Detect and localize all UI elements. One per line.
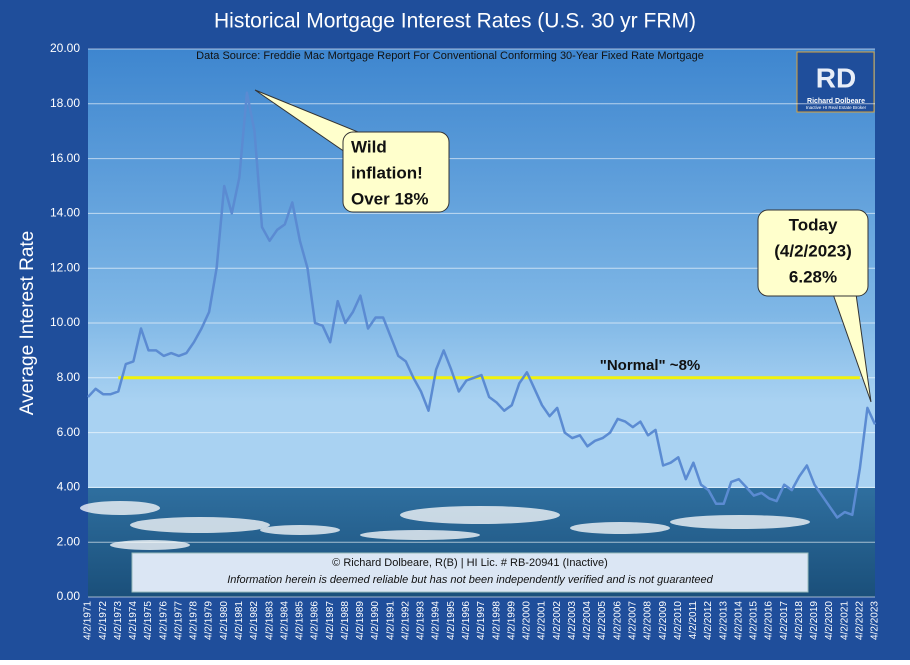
x-tick-label: 4/2/1993 bbox=[416, 601, 427, 640]
x-tick-label: 4/2/2005 bbox=[597, 601, 608, 640]
logo-box bbox=[796, 51, 875, 113]
x-tick-label: 4/2/1972 bbox=[98, 601, 109, 640]
x-tick-label: 4/2/2010 bbox=[673, 601, 684, 640]
y-tick-label: 8.00 bbox=[57, 370, 81, 384]
x-tick-label: 4/2/1991 bbox=[385, 601, 396, 640]
x-tick-label: 4/2/1978 bbox=[189, 601, 200, 640]
x-tick-label: 4/2/2003 bbox=[567, 601, 578, 640]
callout-text: (4/2/2023) bbox=[774, 241, 852, 260]
x-tick-label: 4/2/2007 bbox=[627, 601, 638, 640]
x-tick-label: 4/2/1997 bbox=[476, 601, 487, 640]
data-line bbox=[87, 91, 877, 519]
x-tick-label: 4/2/2022 bbox=[855, 601, 866, 640]
x-tick-label: 4/2/1994 bbox=[431, 601, 442, 640]
x-tick-label: 4/2/1995 bbox=[446, 601, 457, 640]
callout-text: Wild bbox=[351, 137, 387, 156]
x-tick-label: 4/2/2020 bbox=[824, 601, 835, 640]
x-tick-label: 4/2/1988 bbox=[340, 601, 351, 640]
logo-initials: RD bbox=[816, 62, 856, 93]
y-tick-label: 20.00 bbox=[50, 41, 80, 55]
x-tick-label: 4/2/1975 bbox=[143, 601, 154, 640]
subtitle: Data Source: Freddie Mac Mortgage Report… bbox=[196, 50, 704, 62]
x-tick-label: 4/2/1992 bbox=[400, 601, 411, 640]
x-tick-label: 4/2/1984 bbox=[279, 601, 290, 640]
y-tick-label: 0.00 bbox=[57, 589, 81, 603]
reference-label: "Normal" ~8% bbox=[600, 357, 701, 374]
x-tick-label: 4/2/2006 bbox=[612, 601, 623, 640]
x-tick-label: 4/2/2011 bbox=[688, 601, 699, 640]
x-tick-label: 4/2/2019 bbox=[809, 601, 820, 640]
x-tick-label: 4/2/1990 bbox=[370, 601, 381, 640]
x-tick-label: 4/2/1977 bbox=[173, 601, 184, 640]
x-tick-label: 4/2/2001 bbox=[537, 601, 548, 640]
footer-text: © Richard Dolbeare, R(B) | HI Lic. # RB-… bbox=[332, 557, 608, 569]
x-tick-label: 4/2/1985 bbox=[295, 601, 306, 640]
y-tick-label: 10.00 bbox=[50, 315, 80, 329]
callout-text: inflation! bbox=[351, 163, 423, 182]
x-tick-label: 4/2/2004 bbox=[582, 601, 593, 640]
x-tick-label: 4/2/1979 bbox=[204, 601, 215, 640]
x-tick-label: 4/2/2017 bbox=[779, 601, 790, 640]
x-tick-label: 4/2/1998 bbox=[491, 601, 502, 640]
waves bbox=[80, 501, 810, 550]
footer-text: Information herein is deemed reliable bu… bbox=[227, 574, 713, 586]
x-tick-label: 4/2/2009 bbox=[658, 601, 669, 640]
y-tick-label: 18.00 bbox=[50, 96, 80, 110]
x-tick-label: 4/2/1987 bbox=[325, 601, 336, 640]
logo-tagline: Inactive HI Real Estate Broker bbox=[806, 105, 867, 110]
x-tick-label: 4/2/1982 bbox=[249, 601, 260, 640]
chart-title: Historical Mortgage Interest Rates (U.S.… bbox=[214, 10, 696, 33]
callout-box bbox=[757, 209, 869, 297]
x-tick-label: 4/2/2000 bbox=[522, 601, 533, 640]
x-tick-label: 4/2/1996 bbox=[461, 601, 472, 640]
x-tick-label: 4/2/2018 bbox=[794, 601, 805, 640]
x-tick-label: 4/2/1976 bbox=[158, 601, 169, 640]
y-tick-label: 12.00 bbox=[50, 260, 80, 274]
x-tick-label: 4/2/2008 bbox=[643, 601, 654, 640]
x-tick-label: 4/2/1983 bbox=[264, 601, 275, 640]
y-tick-label: 16.00 bbox=[50, 151, 80, 165]
footer-box bbox=[131, 552, 809, 593]
x-tick-label: 4/2/2013 bbox=[718, 601, 729, 640]
y-tick-label: 2.00 bbox=[57, 534, 81, 548]
plot-sky bbox=[88, 49, 875, 490]
x-tick-label: 4/2/1981 bbox=[234, 601, 245, 640]
logo-name: Richard Dolbeare bbox=[807, 98, 865, 105]
logo: RD Richard Dolbeare Inactive HI Real Est… bbox=[796, 51, 875, 113]
x-tick-label: 4/2/1989 bbox=[355, 601, 366, 640]
callout-text: 6.28% bbox=[789, 267, 837, 286]
x-tick-label: 4/2/2014 bbox=[733, 601, 744, 640]
y-tick-label: 6.00 bbox=[57, 425, 81, 439]
y-tick-label: 4.00 bbox=[57, 480, 81, 494]
y-axis-label: Average Interest Rate bbox=[17, 231, 38, 415]
x-tick-label: 4/2/1980 bbox=[219, 601, 230, 640]
x-tick-label: 4/2/1986 bbox=[310, 601, 321, 640]
x-tick-label: 4/2/1971 bbox=[83, 601, 94, 640]
x-tick-label: 4/2/2002 bbox=[552, 601, 563, 640]
callout-text: Over 18% bbox=[351, 189, 429, 208]
x-tick-label: 4/2/2015 bbox=[749, 601, 760, 640]
x-tick-label: 4/2/2012 bbox=[703, 601, 714, 640]
callout-text: Today bbox=[789, 215, 838, 234]
x-tick-label: 4/2/1973 bbox=[113, 601, 124, 640]
x-tick-label: 4/2/2021 bbox=[839, 601, 850, 640]
x-tick-label: 4/2/1999 bbox=[506, 601, 517, 640]
x-tick-label: 4/2/1974 bbox=[128, 601, 139, 640]
callout-box bbox=[342, 131, 450, 213]
x-tick-label: 4/2/2016 bbox=[764, 601, 775, 640]
x-tick-label: 4/2/2023 bbox=[870, 601, 881, 640]
y-tick-label: 14.00 bbox=[50, 206, 80, 220]
